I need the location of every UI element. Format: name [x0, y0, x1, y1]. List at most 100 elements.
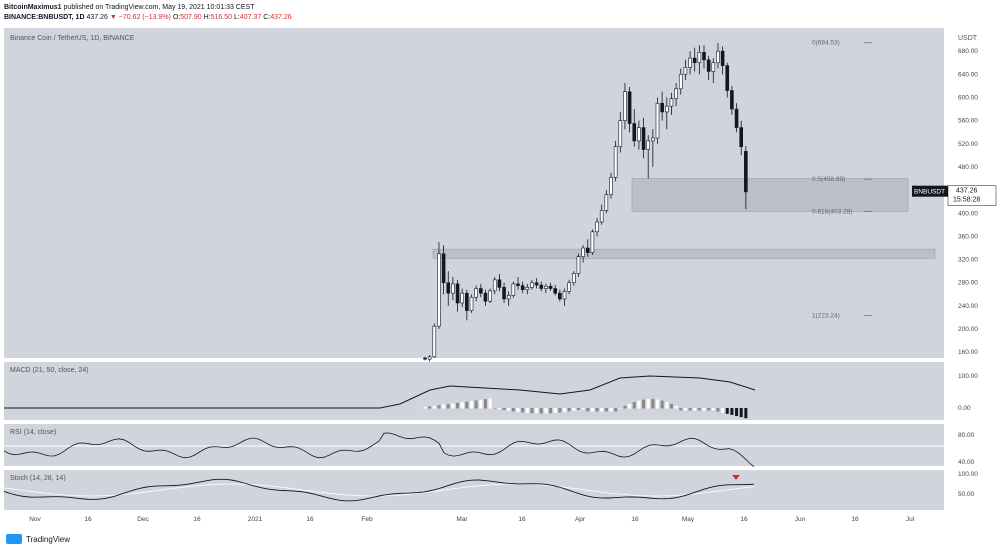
macd-histogram-bar [590, 408, 594, 412]
high-label: H: [203, 14, 211, 21]
macd-histogram-bar [702, 408, 706, 411]
symbol-info: BINANCE:BNBUSDT, 1D 437.26 ▼ −70.62 (−13… [4, 13, 292, 22]
macd-histogram-bar [507, 408, 511, 411]
chart-canvas[interactable]: Binance Coin / TetherUS, 1D, BINANCE USDT… [0, 28, 1000, 528]
macd-histogram-bar [674, 405, 678, 409]
candle-body [441, 253, 446, 284]
macd-histogram-bar [581, 408, 585, 410]
candle-body [492, 279, 497, 292]
candle-body [432, 325, 437, 358]
macd-histogram-bar [553, 408, 557, 413]
x-tick-label: Dec [137, 516, 149, 523]
stoch-tick: 100.00 [958, 471, 978, 478]
y-tick-label: 640.00 [958, 71, 978, 78]
author-name: BitcoinMaximus1 [4, 4, 62, 11]
tradingview-logo-icon [6, 534, 22, 544]
candle-body [618, 120, 623, 147]
macd-histogram-bar [683, 408, 687, 411]
x-tick-label: 16 [84, 516, 92, 523]
macd-histogram-bar [572, 408, 576, 411]
currency-label: USDT [958, 35, 978, 42]
macd-histogram-bar [460, 402, 464, 409]
candle-body [683, 67, 688, 75]
macd-histogram-bar [600, 408, 604, 412]
price-change: −70.62 (−13.9%) [118, 14, 171, 21]
open-value: 507.90 [180, 14, 202, 21]
bearish-cross-marker [732, 475, 740, 480]
macd-tick: 100.00 [958, 373, 978, 380]
close-label: C: [263, 14, 271, 21]
macd-histogram-bar [516, 408, 520, 413]
rsi-tick: 40.00 [958, 459, 975, 466]
candle-body [674, 88, 678, 99]
candle-body [474, 288, 478, 298]
candle-body [483, 292, 488, 302]
macd-histogram-bar [730, 408, 734, 415]
macd-histogram-bar [595, 408, 599, 412]
y-tick-label: 280.00 [958, 280, 978, 287]
candle-body [423, 357, 427, 360]
macd-histogram-bar [428, 406, 432, 409]
y-tick-label: 480.00 [958, 164, 978, 171]
macd-histogram-bar [432, 405, 436, 409]
macd-histogram-bar [558, 408, 562, 413]
fib-level-label: 1(223.24) [812, 313, 840, 320]
macd-histogram-bar [628, 403, 632, 409]
macd-histogram-bar [567, 408, 571, 412]
fib-level-label: 0(694.53) [812, 40, 840, 47]
x-tick-label: 2021 [248, 516, 263, 523]
y-tick-label: 600.00 [958, 94, 978, 101]
candle-body [734, 108, 739, 128]
candle-body [488, 290, 492, 302]
candle-body [739, 127, 744, 147]
candle-body [460, 292, 465, 304]
price-label: 437.26 [956, 188, 978, 195]
macd-histogram-bar [474, 400, 478, 409]
candle-body [576, 256, 581, 274]
rsi-line [3, 432, 755, 468]
stoch-tick: 50.00 [958, 491, 975, 498]
x-tick-label: Apr [575, 516, 586, 523]
macd-line [4, 375, 756, 409]
x-tick-label: 16 [193, 516, 201, 523]
macd-histogram-bar [669, 403, 673, 409]
macd-histogram-bar [656, 399, 659, 409]
support-zone [631, 178, 909, 212]
candle-body [716, 50, 720, 64]
macd-histogram-bar [614, 408, 618, 412]
low-value: 407.37 [239, 14, 262, 21]
candle-body [497, 279, 502, 288]
symbol-label: BNBUSDT [914, 189, 945, 196]
candle-body [655, 102, 660, 139]
macd-histogram-bar [735, 408, 739, 416]
macd-histogram-bar [465, 401, 469, 409]
macd-histogram-bar [488, 398, 492, 409]
macd-histogram-bar [679, 408, 683, 411]
candle-body [720, 50, 725, 66]
price-timer: 15:58:28 [953, 197, 980, 204]
x-tick-label: Nov [29, 516, 41, 523]
candle-body [511, 283, 516, 296]
x-tick-label: 16 [306, 516, 314, 523]
candle-body [534, 282, 539, 286]
candle-body [641, 127, 646, 150]
symbol-label-box [912, 185, 948, 197]
macd-histogram-bar [539, 408, 543, 414]
macd-histogram-bar [586, 408, 590, 412]
macd-histogram-bar [725, 408, 729, 414]
y-tick-label: 320.00 [958, 257, 978, 264]
candle-body [678, 74, 683, 90]
y-tick-label: 400.00 [958, 210, 978, 217]
macd-histogram-bar [711, 408, 715, 411]
x-tick-label: 16 [851, 516, 859, 523]
candle-body [646, 140, 651, 150]
candle-body [530, 282, 534, 288]
macd-histogram-bar [721, 408, 725, 413]
candle-body [692, 57, 697, 64]
candle-body [558, 292, 562, 300]
stoch-k-line [3, 478, 755, 502]
candle-body [571, 273, 576, 284]
candle-body [604, 194, 609, 211]
candle-body [706, 59, 711, 72]
candle-body [725, 65, 730, 91]
